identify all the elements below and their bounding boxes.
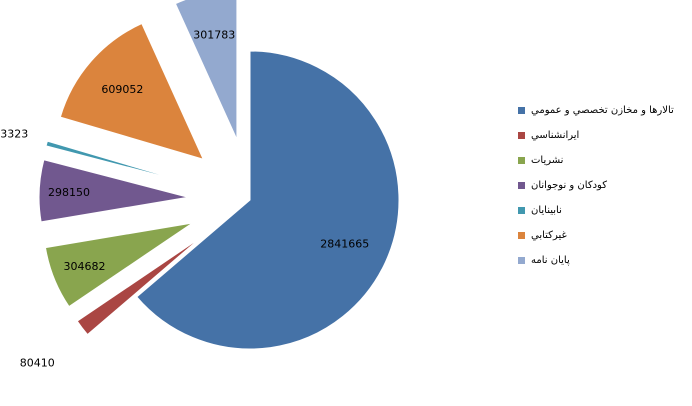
pie-slice-iranology xyxy=(76,237,202,336)
legend-swatch-iranology xyxy=(518,132,525,139)
data-label-blind: 23323 xyxy=(0,128,28,141)
legend-swatch-nonbook xyxy=(518,232,525,239)
pie-slice-children xyxy=(38,159,189,223)
legend-item-theses: پايان نامه xyxy=(518,248,690,273)
legend-item-periodicals: نشريات xyxy=(518,148,690,173)
pie-slice-blind xyxy=(45,140,191,184)
legend-label-nonbook: غيركتابي xyxy=(531,230,567,241)
legend-label-iranology: ايرانشناسي xyxy=(531,130,580,141)
data-label-iranology: 80410 xyxy=(20,356,55,369)
data-label-theses: 301783 xyxy=(193,29,235,42)
chart-legend: تالارها و مخازن تخصصي و عمومي ايرانشناسي… xyxy=(518,98,690,273)
data-label-nonbook: 609052 xyxy=(101,83,143,96)
legend-swatch-theses xyxy=(518,257,525,264)
data-label-periodicals: 304682 xyxy=(64,260,106,273)
legend-label-halls: تالارها و مخازن تخصصي و عمومي xyxy=(531,105,674,116)
legend-label-theses: پايان نامه xyxy=(531,255,570,266)
pie-slice-periodicals xyxy=(44,222,193,308)
legend-swatch-halls xyxy=(518,107,525,114)
legend-swatch-blind xyxy=(518,207,525,214)
pie-slice-theses xyxy=(174,0,238,140)
legend-label-blind: نابينايان xyxy=(531,205,562,216)
legend-item-halls: تالارها و مخازن تخصصي و عمومي xyxy=(518,98,690,123)
legend-item-iranology: ايرانشناسي xyxy=(518,123,690,148)
pie-slice-halls xyxy=(136,50,400,350)
data-label-halls: 2841665 xyxy=(320,238,369,251)
legend-label-children: كودكان و نوجوانان xyxy=(531,180,607,191)
legend-swatch-periodicals xyxy=(518,157,525,164)
legend-item-blind: نابينايان xyxy=(518,198,690,223)
legend-item-nonbook: غيركتابي xyxy=(518,223,690,248)
data-label-children: 298150 xyxy=(48,186,90,199)
legend-swatch-children xyxy=(518,182,525,189)
pie-slice-nonbook xyxy=(59,22,205,161)
legend-label-periodicals: نشريات xyxy=(531,155,564,166)
legend-item-children: كودكان و نوجوانان xyxy=(518,173,690,198)
